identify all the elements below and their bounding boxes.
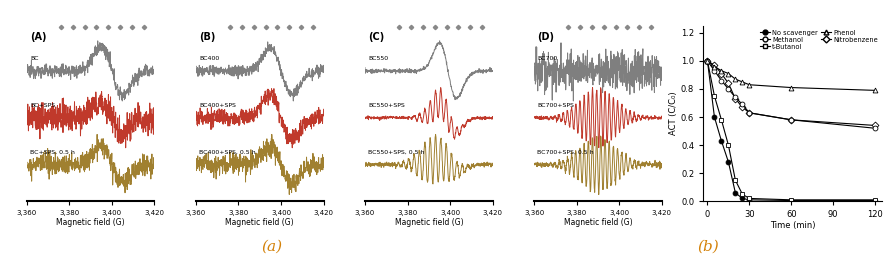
Text: BC+SPS: BC+SPS bbox=[30, 103, 55, 108]
Nitrobenzene bbox=[730, 97, 740, 100]
Nitrobenzene bbox=[723, 82, 734, 85]
Nitrobenzene bbox=[702, 59, 713, 62]
Methanol bbox=[702, 59, 713, 62]
Text: (a): (a) bbox=[261, 239, 282, 253]
Text: BC700+SPS, 0.5 h: BC700+SPS, 0.5 h bbox=[537, 149, 594, 155]
No scavenger bbox=[716, 139, 727, 142]
t-Butanol bbox=[737, 193, 748, 196]
Methanol bbox=[786, 118, 797, 121]
Nitrobenzene bbox=[716, 72, 727, 75]
X-axis label: Magnetic field (G): Magnetic field (G) bbox=[56, 218, 125, 227]
Line: Phenol: Phenol bbox=[705, 59, 878, 93]
Text: BC550+SPS: BC550+SPS bbox=[368, 103, 405, 108]
Line: Nitrobenzene: Nitrobenzene bbox=[705, 59, 878, 128]
t-Butanol bbox=[716, 118, 727, 121]
t-Butanol bbox=[744, 197, 755, 200]
X-axis label: Time (min): Time (min) bbox=[770, 221, 815, 230]
X-axis label: Magnetic field (G): Magnetic field (G) bbox=[225, 218, 294, 227]
t-Butanol bbox=[730, 179, 740, 182]
Methanol bbox=[870, 127, 880, 130]
t-Butanol bbox=[870, 198, 880, 201]
Methanol bbox=[723, 87, 734, 91]
Text: BC: BC bbox=[30, 56, 38, 61]
Text: (A): (A) bbox=[30, 33, 46, 43]
Line: Methanol: Methanol bbox=[705, 59, 878, 131]
t-Butanol bbox=[709, 94, 720, 98]
Phenol bbox=[786, 86, 797, 89]
Line: t-Butanol: t-Butanol bbox=[705, 59, 878, 202]
Methanol bbox=[730, 96, 740, 99]
No scavenger bbox=[737, 197, 748, 200]
Text: BC+SPS, 0.5 h: BC+SPS, 0.5 h bbox=[30, 149, 75, 155]
Legend: No scavenger, Methanol, t-Butanol, Phenol, Nitrobenzene: No scavenger, Methanol, t-Butanol, Pheno… bbox=[760, 29, 879, 51]
Nitrobenzene bbox=[870, 124, 880, 127]
No scavenger bbox=[786, 199, 797, 202]
Text: (D): (D) bbox=[537, 33, 554, 43]
No scavenger bbox=[723, 160, 734, 164]
Methanol bbox=[716, 79, 727, 82]
Text: (b): (b) bbox=[698, 239, 719, 253]
Methanol bbox=[709, 69, 720, 72]
Phenol bbox=[723, 72, 734, 75]
Text: BC400: BC400 bbox=[199, 56, 219, 61]
Nitrobenzene bbox=[737, 106, 748, 109]
Text: BC550+SPS, 0.5 h: BC550+SPS, 0.5 h bbox=[368, 149, 425, 155]
Methanol bbox=[737, 103, 748, 106]
Text: BC700+SPS: BC700+SPS bbox=[537, 103, 574, 108]
Phenol bbox=[744, 83, 755, 86]
Text: (B): (B) bbox=[199, 33, 216, 43]
t-Butanol bbox=[786, 198, 797, 201]
Phenol bbox=[870, 89, 880, 92]
No scavenger bbox=[730, 191, 740, 194]
Phenol bbox=[716, 69, 727, 72]
Nitrobenzene bbox=[744, 111, 755, 114]
Nitrobenzene bbox=[709, 63, 720, 67]
No scavenger bbox=[870, 199, 880, 202]
Phenol bbox=[737, 80, 748, 84]
t-Butanol bbox=[702, 59, 713, 62]
No scavenger bbox=[702, 59, 713, 62]
Text: (C): (C) bbox=[368, 33, 384, 43]
Nitrobenzene bbox=[786, 118, 797, 121]
No scavenger bbox=[744, 198, 755, 201]
Phenol bbox=[709, 65, 720, 68]
X-axis label: Magnetic field (G): Magnetic field (G) bbox=[395, 218, 463, 227]
Phenol bbox=[730, 78, 740, 81]
Y-axis label: ACT (C/C₀): ACT (C/C₀) bbox=[669, 92, 678, 135]
X-axis label: Magnetic field (G): Magnetic field (G) bbox=[564, 218, 633, 227]
Line: No scavenger: No scavenger bbox=[705, 59, 878, 203]
No scavenger bbox=[709, 116, 720, 119]
Text: BC700: BC700 bbox=[537, 56, 558, 61]
Text: BC400+SPS: BC400+SPS bbox=[199, 103, 236, 108]
Text: BC550: BC550 bbox=[368, 56, 388, 61]
Phenol bbox=[702, 59, 713, 62]
t-Butanol bbox=[723, 143, 734, 147]
Text: BC400+SPS, 0.5 h: BC400+SPS, 0.5 h bbox=[199, 149, 256, 155]
Methanol bbox=[744, 111, 755, 114]
